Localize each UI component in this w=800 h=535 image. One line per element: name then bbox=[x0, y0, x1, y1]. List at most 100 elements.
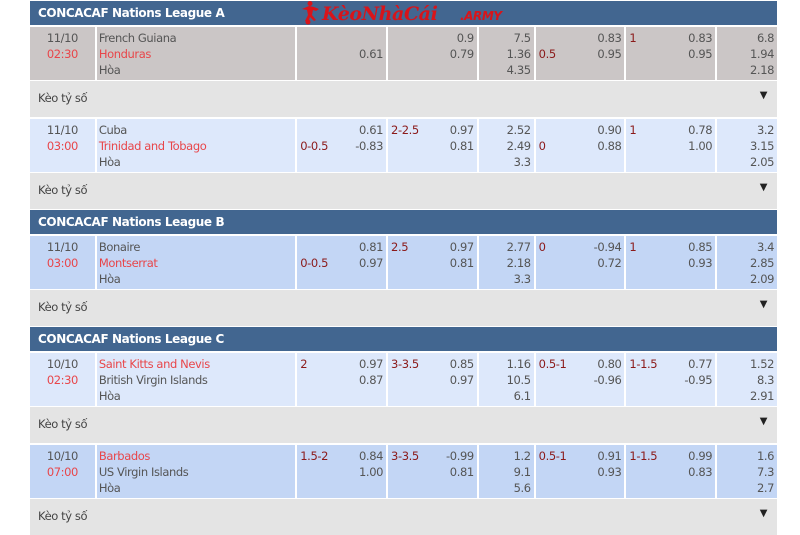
handicap-half-odds: 0.90 bbox=[597, 123, 622, 137]
match-row[interactable]: 10/10 02:30 Saint Kitts and Nevis British … bbox=[30, 351, 777, 406]
odds-1x2: 5.6 bbox=[513, 481, 531, 495]
correct-score-label: Kèo tỷ số bbox=[38, 417, 88, 431]
1x2-half-cell[interactable]: 1.6 7.3 2.7 bbox=[717, 445, 777, 498]
handicap-odds: 1.00 bbox=[359, 465, 384, 479]
dropdown-arrow-icon[interactable]: ▼ bbox=[759, 299, 768, 310]
dropdown-arrow-icon[interactable]: ▼ bbox=[759, 508, 768, 519]
1x2-cell[interactable]: 1.16 10.5 6.1 bbox=[479, 353, 536, 406]
over-under-cell[interactable]: 0.9 0.79 bbox=[388, 27, 479, 80]
match-date: 11/10 bbox=[46, 31, 79, 45]
over-under-odds: 0.97 bbox=[449, 240, 474, 254]
over-under-odds: 0.97 bbox=[449, 123, 474, 137]
team-name: Bonaire bbox=[98, 240, 141, 254]
kickoff-time: 02:30 bbox=[46, 47, 79, 61]
handicap-half-odds: 0.93 bbox=[597, 465, 622, 479]
handicap-half-cell[interactable]: 0.5-1 0.91 0.93 bbox=[536, 445, 627, 498]
over-under-half-cell[interactable]: 1 0.78 1.00 bbox=[626, 119, 718, 172]
dropdown-arrow-icon[interactable]: ▼ bbox=[759, 416, 768, 427]
over-under-line: 2.5 bbox=[391, 240, 409, 254]
odds-1x2: 10.5 bbox=[506, 373, 531, 387]
draw-label: Hòa bbox=[98, 63, 121, 77]
handicap-half-cell[interactable]: 0 -0.94 0.72 bbox=[536, 236, 627, 289]
match-time: 10/10 07:00 bbox=[30, 445, 97, 498]
odds-1x2: 7.5 bbox=[513, 31, 531, 45]
team-name: Trinidad and Tobago bbox=[98, 139, 207, 153]
over-under-cell[interactable]: 2.5 0.97 0.81 bbox=[388, 236, 479, 289]
over-under-half-odds: 0.83 bbox=[688, 465, 713, 479]
handicap-half-odds: 0.91 bbox=[597, 449, 622, 463]
handicap-cell[interactable]: 1.5-2 0.84 1.00 bbox=[297, 445, 389, 498]
odds-1x2-half: 3.15 bbox=[750, 139, 775, 153]
1x2-half-cell[interactable]: 6.8 1.94 2.18 bbox=[717, 27, 777, 80]
league-header[interactable]: CONCACAF Nations League C bbox=[30, 326, 777, 351]
over-under-cell[interactable]: 3-3.5 0.85 0.97 bbox=[388, 353, 479, 406]
handicap-half-odds: 0.83 bbox=[597, 31, 622, 45]
handicap-half-cell[interactable]: 0.5-1 0.80 -0.96 bbox=[536, 353, 627, 406]
odds-1x2-half: 1.6 bbox=[756, 449, 775, 463]
league-header[interactable]: CONCACAF Nations League B bbox=[30, 209, 777, 234]
correct-score-toggle[interactable]: Kèo tỷ số ▼ bbox=[30, 289, 777, 326]
match-row[interactable]: 11/10 02:30 French Guiana Honduras Hòa 0.61… bbox=[30, 25, 777, 80]
handicap-odds: 0.97 bbox=[359, 357, 384, 371]
team-name: Honduras bbox=[98, 47, 152, 61]
over-under-half-cell[interactable]: 1-1.5 0.99 0.83 bbox=[626, 445, 718, 498]
correct-score-label: Kèo tỷ số bbox=[38, 300, 88, 314]
team-name: Barbados bbox=[98, 449, 151, 463]
over-under-half-cell[interactable]: 1 0.83 0.95 bbox=[626, 27, 718, 80]
1x2-half-cell[interactable]: 1.52 8.3 2.91 bbox=[717, 353, 777, 406]
1x2-half-cell[interactable]: 3.4 2.85 2.09 bbox=[717, 236, 777, 289]
team-name: US Virgin Islands bbox=[98, 465, 189, 479]
draw-label: Hòa bbox=[98, 155, 121, 169]
match-row[interactable]: 11/10 03:00 Bonaire Montserrat Hòa 0-0.5 0.8… bbox=[30, 234, 777, 289]
over-under-odds: 0.85 bbox=[449, 357, 474, 371]
handicap-odds: 0.61 bbox=[359, 123, 384, 137]
correct-score-toggle[interactable]: Kèo tỷ số ▼ bbox=[30, 80, 777, 117]
handicap-line: 0-0.5 bbox=[300, 139, 329, 153]
over-under-half-cell[interactable]: 1-1.5 0.77 -0.95 bbox=[626, 353, 718, 406]
league-header[interactable]: CONCACAF Nations League A bbox=[30, 0, 777, 25]
match-row[interactable]: 10/10 07:00 Barbados US Virgin Islands Hòa … bbox=[30, 443, 777, 498]
handicap-cell[interactable]: 0-0.5 0.81 0.97 bbox=[297, 236, 389, 289]
correct-score-toggle[interactable]: Kèo tỷ số ▼ bbox=[30, 172, 777, 209]
handicap-half-cell[interactable]: 0 0.90 0.88 bbox=[536, 119, 627, 172]
1x2-cell[interactable]: 2.52 2.49 3.3 bbox=[479, 119, 536, 172]
over-under-cell[interactable]: 2-2.5 0.97 0.81 bbox=[388, 119, 479, 172]
handicap-cell[interactable]: 2 0.97 0.87 bbox=[297, 353, 389, 406]
correct-score-toggle[interactable]: Kèo tỷ số ▼ bbox=[30, 406, 777, 443]
handicap-odds: 0.97 bbox=[359, 256, 384, 270]
handicap-half-cell[interactable]: 0.5 0.83 0.95 bbox=[536, 27, 627, 80]
handicap-half-line: 0.5-1 bbox=[538, 449, 567, 463]
dropdown-arrow-icon[interactable]: ▼ bbox=[759, 182, 768, 193]
kickoff-time: 03:00 bbox=[46, 139, 79, 153]
odds-1x2-half: 3.2 bbox=[756, 123, 775, 137]
match-time: 11/10 03:00 bbox=[30, 119, 97, 172]
handicap-cell[interactable]: 0-0.5 0.61 -0.83 bbox=[297, 119, 389, 172]
odds-1x2: 6.1 bbox=[513, 389, 531, 403]
team-name: Cuba bbox=[98, 123, 127, 137]
over-under-half-cell[interactable]: 1 0.85 0.93 bbox=[626, 236, 718, 289]
odds-1x2-half: 2.7 bbox=[756, 481, 775, 495]
dropdown-arrow-icon[interactable]: ▼ bbox=[759, 90, 768, 101]
1x2-cell[interactable]: 7.5 1.36 4.35 bbox=[479, 27, 536, 80]
odds-1x2-half: 2.05 bbox=[750, 155, 775, 169]
over-under-half-odds: 1.00 bbox=[688, 139, 713, 153]
over-under-half-line: 1-1.5 bbox=[629, 449, 658, 463]
handicap-line: 1.5-2 bbox=[300, 449, 329, 463]
kickoff-time: 02:30 bbox=[46, 373, 79, 387]
over-under-cell[interactable]: 3-3.5 -0.99 0.81 bbox=[388, 445, 479, 498]
over-under-half-odds: 0.78 bbox=[688, 123, 713, 137]
handicap-cell[interactable]: 0.61 bbox=[297, 27, 389, 80]
1x2-cell[interactable]: 1.2 9.1 5.6 bbox=[479, 445, 536, 498]
odds-1x2: 1.2 bbox=[513, 449, 531, 463]
1x2-cell[interactable]: 2.77 2.18 3.3 bbox=[479, 236, 536, 289]
1x2-half-cell[interactable]: 3.2 3.15 2.05 bbox=[717, 119, 777, 172]
handicap-odds: 0.84 bbox=[359, 449, 384, 463]
odds-1x2: 2.52 bbox=[506, 123, 531, 137]
kickoff-time: 07:00 bbox=[46, 465, 79, 479]
handicap-half-line: 0.5 bbox=[538, 47, 556, 61]
correct-score-toggle[interactable]: Kèo tỷ số ▼ bbox=[30, 498, 777, 535]
match-row[interactable]: 11/10 03:00 Cuba Trinidad and Tobago Hòa 0-… bbox=[30, 117, 777, 172]
odds-1x2: 2.49 bbox=[506, 139, 531, 153]
over-under-odds: 0.9 bbox=[456, 31, 474, 45]
over-under-half-odds: -0.95 bbox=[684, 373, 713, 387]
